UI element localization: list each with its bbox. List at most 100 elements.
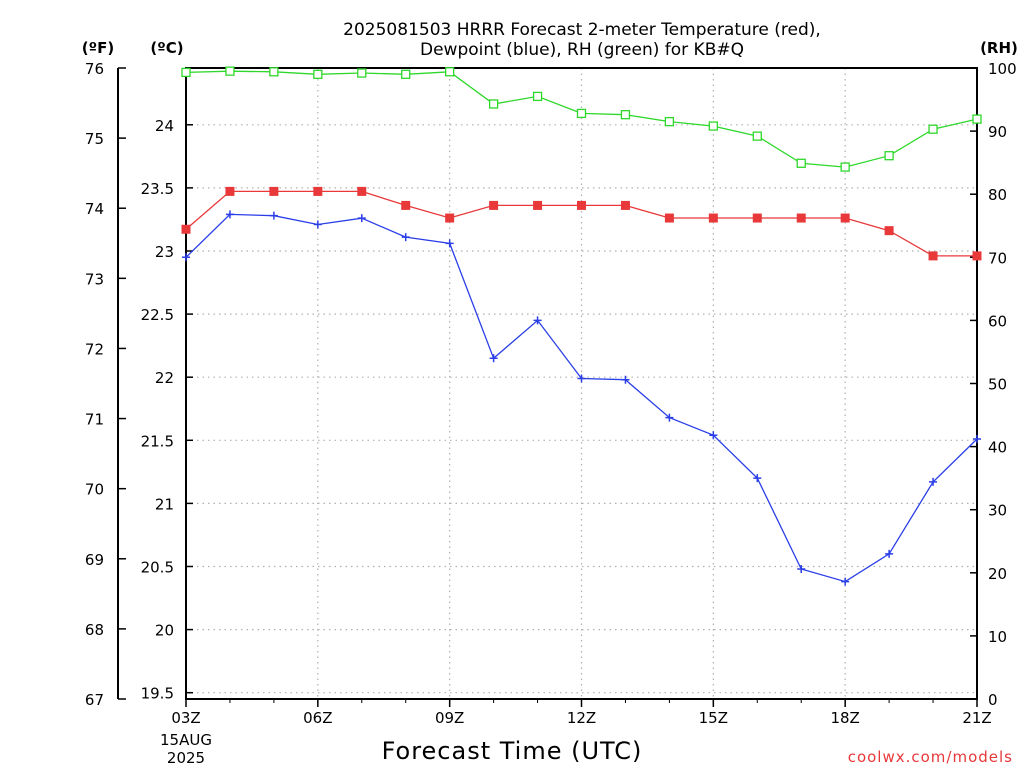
celsius-unit-label: (ºC)	[150, 39, 183, 57]
temperature-point	[181, 224, 191, 234]
rh-unit-label: (RH)	[980, 39, 1018, 57]
dewpoint-point	[401, 233, 410, 242]
temperature-point	[489, 200, 499, 210]
celsius-tick-label: 24	[155, 117, 174, 135]
x-axis-label: Forecast Time (UTC)	[382, 737, 643, 765]
x-date-label-year: 2025	[167, 749, 205, 767]
fahrenheit-tick-label: 73	[85, 270, 104, 288]
x-tick-label: 03Z	[171, 709, 200, 727]
dewpoint-point	[269, 211, 278, 220]
celsius-tick-label: 19.5	[141, 685, 174, 703]
x-tick-label: 21Z	[962, 709, 991, 727]
temperature-point	[708, 213, 718, 223]
temperature-point	[313, 186, 323, 196]
rh-point	[796, 158, 806, 168]
dewpoint-point	[973, 435, 981, 444]
rh-point	[972, 114, 982, 124]
dewpoint-point	[577, 374, 586, 383]
temperature-point	[620, 200, 630, 210]
dewpoint-point	[621, 375, 630, 384]
rh-tick-label: 60	[988, 312, 1007, 330]
rh-point	[532, 91, 543, 102]
fahrenheit-tick-label: 72	[85, 340, 104, 358]
rh-point	[576, 108, 587, 119]
series-layer	[181, 66, 982, 586]
dewpoint-point	[885, 549, 894, 558]
rh-point	[488, 99, 499, 109]
rh-point	[708, 121, 718, 131]
temperature-point	[357, 186, 367, 196]
temperature-point	[972, 251, 982, 261]
x-tick-label: 06Z	[303, 709, 332, 727]
x-tick-label: 15Z	[699, 709, 728, 727]
dewpoint-point	[489, 354, 498, 363]
fahrenheit-tick-label: 67	[85, 691, 104, 709]
temperature-point	[884, 226, 894, 236]
rh-point	[225, 66, 235, 76]
chart-subtitle: Dewpoint (blue), RH (green) for KB#Q	[420, 40, 744, 60]
temperature-point	[840, 213, 850, 223]
rh-point	[840, 162, 850, 172]
dewpoint-point	[841, 577, 850, 586]
celsius-tick-label: 21	[155, 495, 174, 513]
dewpoint-point	[797, 565, 806, 574]
celsius-tick-label: 22	[155, 369, 174, 387]
rh-tick-label: 80	[988, 186, 1007, 204]
fahrenheit-unit-label: (ºF)	[82, 39, 114, 57]
rh-point	[752, 131, 762, 141]
celsius-tick-label: 23.5	[141, 180, 174, 198]
fahrenheit-tick-label: 75	[85, 130, 104, 148]
fahrenheit-tick-label: 69	[85, 551, 104, 569]
dewpoint-point	[665, 413, 674, 422]
temperature-point	[401, 200, 411, 210]
rh-tick-label: 30	[988, 502, 1007, 520]
rh-tick-label: 20	[988, 565, 1007, 583]
rh-point	[313, 69, 323, 79]
rh-point	[664, 116, 675, 127]
celsius-tick-label: 22.5	[141, 306, 174, 324]
temperature-point	[445, 213, 455, 223]
temperature-point	[928, 251, 938, 261]
rh-point	[884, 151, 894, 161]
x-tick-label: 09Z	[435, 709, 464, 727]
dewpoint-point	[709, 431, 718, 440]
rh-tick-label: 70	[988, 249, 1007, 267]
rh-point	[620, 110, 631, 120]
grid	[186, 68, 977, 699]
rh-tick-label: 0	[988, 691, 998, 709]
rh-tick-label: 40	[988, 439, 1007, 457]
rh-tick-label: 50	[988, 376, 1007, 394]
temperature-point	[796, 213, 806, 223]
temperature-point	[664, 213, 674, 223]
fahrenheit-tick-label: 76	[85, 60, 104, 78]
celsius-tick-label: 20.5	[141, 558, 174, 576]
dewpoint-point	[753, 474, 762, 483]
celsius-tick-label: 23	[155, 243, 174, 261]
axes: 67 68 69 70 71 72 73 74 75 76 19.5 20 20.5 21 21.5 22 22…	[85, 60, 1017, 727]
temperature-point	[752, 213, 762, 223]
temperature-point	[225, 186, 235, 196]
celsius-tick-label: 20	[155, 622, 174, 640]
temperature-point	[269, 186, 279, 196]
chart-title: 2025081503 HRRR Forecast 2-meter Tempera…	[343, 20, 821, 40]
rh-point	[269, 67, 279, 77]
fahrenheit-tick-label: 68	[85, 621, 104, 639]
rh-tick-label: 100	[988, 60, 1017, 78]
credit-text: coolwx.com/models	[848, 748, 1013, 766]
rh-point	[357, 68, 367, 78]
rh-point	[445, 67, 455, 77]
dewpoint-point	[445, 239, 454, 248]
rh-point	[401, 69, 411, 79]
celsius-tick-label: 21.5	[141, 432, 174, 450]
fahrenheit-tick-label: 70	[85, 481, 104, 499]
dewpoint-point	[533, 316, 542, 325]
dewpoint-point	[182, 253, 190, 262]
temperature-point	[577, 200, 586, 210]
dewpoint-point	[357, 214, 366, 223]
rh-point	[928, 124, 938, 134]
rh-tick-label: 90	[988, 123, 1007, 141]
x-date-label-day: 15AUG	[160, 731, 212, 749]
rh-point	[181, 67, 191, 78]
dewpoint-point	[929, 477, 938, 486]
